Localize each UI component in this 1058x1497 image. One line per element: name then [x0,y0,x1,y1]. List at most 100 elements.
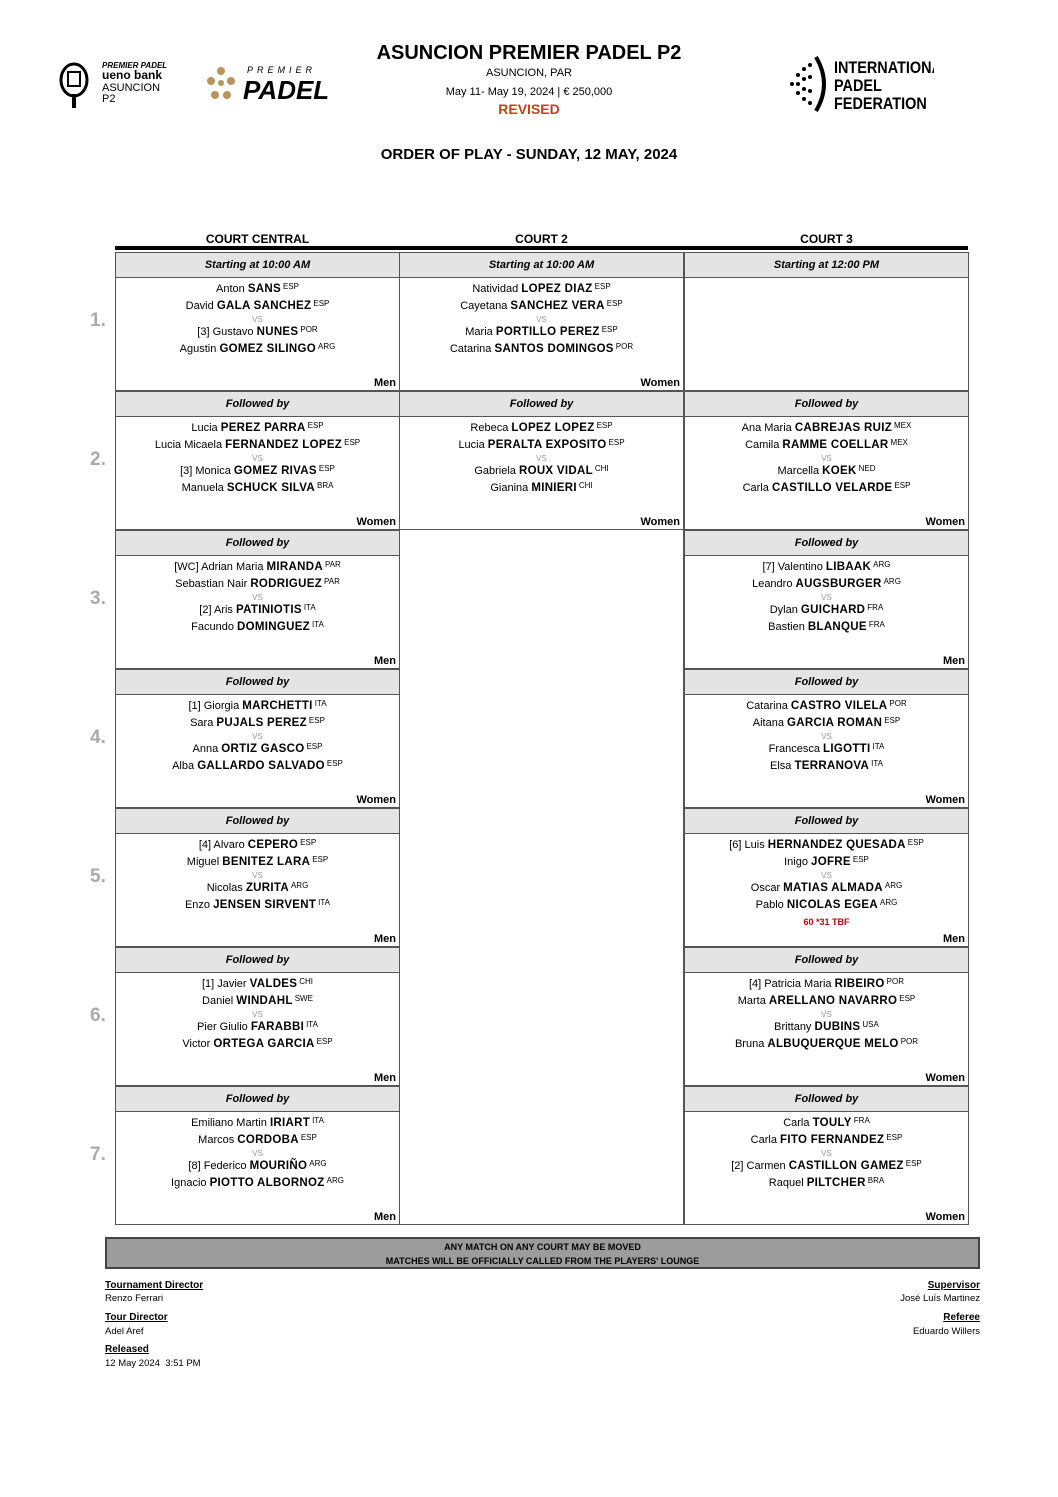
player-nationality: ITA [303,603,316,612]
player-first-name: Anton [216,283,245,295]
player-first-name: Cayetana [460,300,508,312]
player-first-name: Raquel [768,1177,804,1189]
player-entry: Carla TOULY FRA [685,1115,968,1132]
player-entry: [8] Federico MOURIÑO ARG [116,1158,399,1175]
player-entry: Aitana GARCIA ROMAN ESP [685,715,968,732]
player-last-name: RAMME COELLAR [782,439,889,451]
player-nationality: ESP [308,716,325,725]
player-last-name: SCHUCK SILVA [226,482,315,494]
player-first-name: Marcella [777,465,820,477]
player-entry: Sebastian Nair RODRIGUEZ PAR [116,576,399,593]
supervisor-name: José Luís Martinez [900,1293,980,1304]
player-last-name: HERNANDEZ QUESADA [767,839,906,851]
player-nationality: ITA [312,1116,324,1125]
player-first-name: Carla [750,1134,777,1146]
player-entry: [WC] Adrian Maria MIRANDA PAR [116,559,399,576]
player-nationality: ESP [313,299,330,308]
player-first-name: Facundo [191,621,234,633]
player-first-name: Nicolas [206,882,243,894]
officials-right: Supervisor José Luís Martinez Referee Ed… [900,1280,980,1337]
match-cell: Followed by [4] Patricia Maria RIBEIRO POR… [684,947,969,1086]
player-entry: Elsa TERRANOVA ITA [685,758,968,775]
player-last-name: PORTILLO PEREZ [495,326,600,338]
player-entry: Dylan GUICHARD FRA [685,602,968,619]
slot-header: Followed by [684,808,969,834]
player-first-name: Rebeca [470,422,509,434]
match-players: Natividad LOPEZ DIAZ ESP Cayetana SANCHEZ … [400,278,683,358]
match-cell: Followed by Catarina CASTRO VILELA POR Aita… [684,669,969,808]
player-last-name: ORTEGA GARCIA [213,1038,315,1050]
player-seed: [2] [199,604,212,616]
player-first-name: Anna [192,743,219,755]
match-category: Women [925,1072,965,1084]
player-last-name: TOULY [812,1117,852,1129]
player-entry: Enzo JENSEN SIRVENT ITA [116,897,399,914]
player-entry: [4] Alvaro CEPERO ESP [116,837,399,854]
player-first-name: Ignacio [171,1177,207,1189]
player-last-name: WINDAHL [236,995,293,1007]
player-first-name: Marta [737,995,766,1007]
player-entry: Oscar MATIAS ALMADA ARG [685,880,968,897]
player-last-name: FITO FERNANDEZ [780,1134,885,1146]
vs-label: VS [821,732,832,741]
player-last-name: FARABBI [250,1021,305,1033]
released-label: Released [105,1344,149,1355]
player-last-name: ORTIZ GASCO [221,743,305,755]
premier-padel-asuncion-logo: PREMIER PADEL ueno bank ASUNCION P2 [59,61,167,108]
player-entry: Cayetana SANCHEZ VERA ESP [400,298,683,315]
player-entry: Sara PUJALS PEREZ ESP [116,715,399,732]
vs-label: VS [252,1149,263,1158]
match-body: [4] Alvaro CEPERO ESP Miguel BENITEZ LARA E… [115,834,400,947]
match-players: [7] Valentino LIBAAK ARG Leandro AUGSBURGE… [685,556,968,636]
match-players: [4] Patricia Maria RIBEIRO POR Marta ARELL… [685,973,968,1053]
player-first-name: Bastien [768,621,805,633]
player-nationality: ESP [601,325,618,334]
player-first-name: Gustavo [212,326,254,338]
match-cell: Followed by Emiliano Martin IRIART ITA Marc… [115,1086,400,1225]
player-first-name: Natividad [472,283,519,295]
player-entry: Francesca LIGOTTI ITA [685,741,968,758]
player-last-name: PUJALS PEREZ [216,717,307,729]
player-nationality: ESP [852,855,869,864]
match-players: Catarina CASTRO VILELA POR Aitana GARCIA R… [685,695,968,775]
match-body: [1] Giorgia MARCHETTI ITA Sara PUJALS PERE… [115,695,400,808]
match-cell: Followed by [1] Giorgia MARCHETTI ITA Sara … [115,669,400,808]
tournament-director-label: Tournament Director [105,1280,204,1291]
player-first-name: Ana Maria [741,422,792,434]
player-nationality: CHI [594,464,609,473]
vs-label: VS [252,593,263,602]
player-nationality: ITA [312,620,324,629]
slot-header: Followed by [684,669,969,695]
player-first-name: Patricia Maria [764,978,832,990]
match-players: Rebeca LOPEZ LOPEZ ESP Lucia PERALTA EXPOS… [400,417,683,497]
slot-header: Followed by [684,1086,969,1112]
match-body: Ana Maria CABREJAS RUIZ MEX Camila RAMME C… [684,417,969,530]
slot-header: Followed by [399,391,684,417]
player-entry: Marcella KOEK NED [685,463,968,480]
player-first-name: Elsa [769,760,792,772]
player-nationality: MEX [890,438,908,447]
match-cell [399,1086,684,1225]
row-number: 7. [90,1144,106,1165]
match-cell: Followed by [7] Valentino LIBAAK ARG Leandr… [684,530,969,669]
player-last-name: PATINIOTIS [236,604,302,616]
player-first-name: Victor [182,1038,211,1050]
player-nationality: ESP [596,421,613,430]
player-entry: Alba GALLARDO SALVADO ESP [116,758,399,775]
match-cell [399,669,684,808]
match-category: Men [374,1211,396,1223]
player-nationality: ESP [344,438,361,447]
notice-banner: ANY MATCH ON ANY COURT MAY BE MOVED MATC… [105,1237,980,1269]
player-entry: Natividad LOPEZ DIAZ ESP [400,281,683,298]
match-players: Carla TOULY FRA Carla FITO FERNANDEZ ESP VS[… [685,1112,968,1192]
player-last-name: CORDOBA [237,1134,299,1146]
slot-header: Followed by [115,808,400,834]
player-entry: Victor ORTEGA GARCIA ESP [116,1036,399,1053]
player-first-name: Federico [203,1160,247,1172]
slot-header: Starting at 12:00 PM [684,252,969,278]
player-nationality: ESP [884,716,901,725]
player-last-name: FERNANDEZ LOPEZ [225,439,343,451]
row-number: 4. [90,727,106,748]
player-first-name: Miguel [186,856,220,868]
player-entry: Emiliano Martin IRIART ITA [116,1115,399,1132]
